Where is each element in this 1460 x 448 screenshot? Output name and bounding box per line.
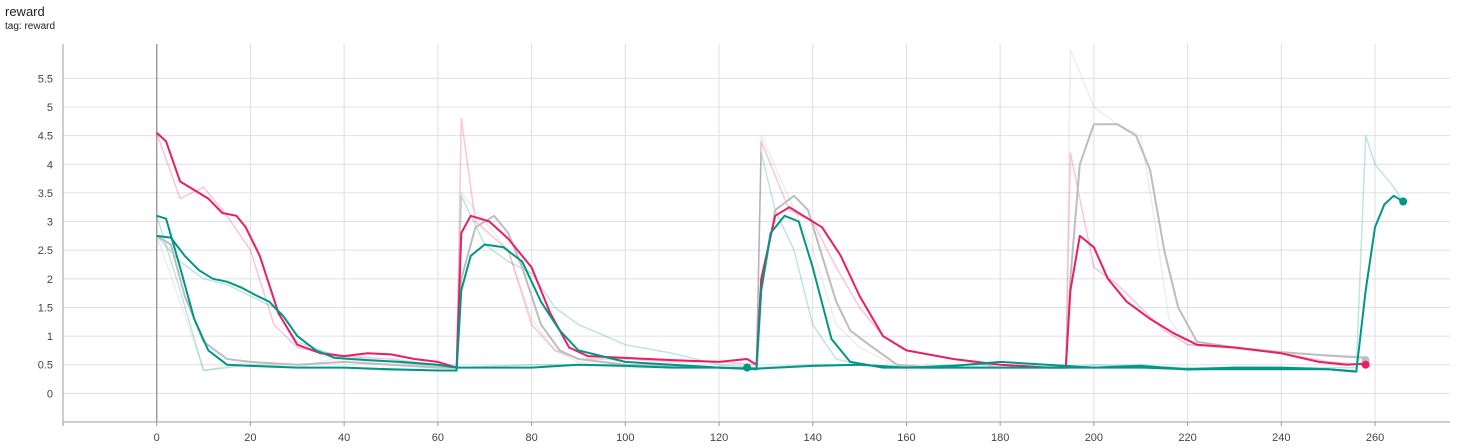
x-tick-label: 100 xyxy=(616,432,634,444)
chart-tag: tag: reward xyxy=(5,21,56,32)
y-tick-label: 5.5 xyxy=(38,73,53,85)
y-tick-label: 2 xyxy=(47,274,53,286)
y-tick-label: 3 xyxy=(47,217,53,229)
x-tick-label: 260 xyxy=(1366,432,1384,444)
end-marker-1[interactable] xyxy=(1361,360,1370,369)
y-axis-ticks: 0 0.5 1 1.5 2 2.5 3 3.5 4 4.5 5 5.5 xyxy=(38,73,53,400)
end-marker-3[interactable] xyxy=(743,363,752,372)
y-tick-label: 5 xyxy=(47,102,53,114)
y-tick-label: 0.5 xyxy=(38,360,53,372)
raw-series-line-2 xyxy=(155,134,1404,372)
x-tick-label: 40 xyxy=(338,432,350,444)
x-tick-label: 240 xyxy=(1272,432,1290,444)
x-tick-label: 140 xyxy=(804,432,822,444)
smoothed-series xyxy=(156,123,1404,373)
x-tick-label: 60 xyxy=(432,432,444,444)
y-tick-label: 1.5 xyxy=(38,302,53,314)
end-markers xyxy=(743,197,1408,372)
axes xyxy=(62,44,1450,426)
y-tick-label: 3.5 xyxy=(38,188,53,200)
grid-lines xyxy=(63,44,1450,422)
chart-header: reward tag: reward xyxy=(5,4,55,33)
series-line-0[interactable] xyxy=(156,123,1366,371)
y-tick-label: 0 xyxy=(47,388,53,400)
y-tick-label: 4 xyxy=(47,159,53,171)
series-line-3[interactable] xyxy=(156,234,1357,373)
raw-series-line-0 xyxy=(155,48,1366,372)
x-tick-label: 160 xyxy=(897,432,915,444)
y-tick-label: 1 xyxy=(47,331,53,343)
end-marker-2[interactable] xyxy=(1399,197,1408,206)
y-tick-label: 2.5 xyxy=(38,245,53,257)
x-axis-ticks: 0 20 40 60 80 100 120 140 160 180 200 220 240 260 xyxy=(154,432,1385,444)
x-tick-label: 80 xyxy=(525,432,537,444)
chart-title: reward xyxy=(5,4,45,19)
y-tick-label: 4.5 xyxy=(38,131,53,143)
x-tick-label: 180 xyxy=(991,432,1009,444)
x-tick-label: 220 xyxy=(1178,432,1196,444)
x-tick-label: 200 xyxy=(1085,432,1103,444)
x-tick-label: 20 xyxy=(244,432,256,444)
x-tick-label: 120 xyxy=(710,432,728,444)
x-tick-label: 0 xyxy=(154,432,160,444)
series-line-1[interactable] xyxy=(156,132,1366,369)
